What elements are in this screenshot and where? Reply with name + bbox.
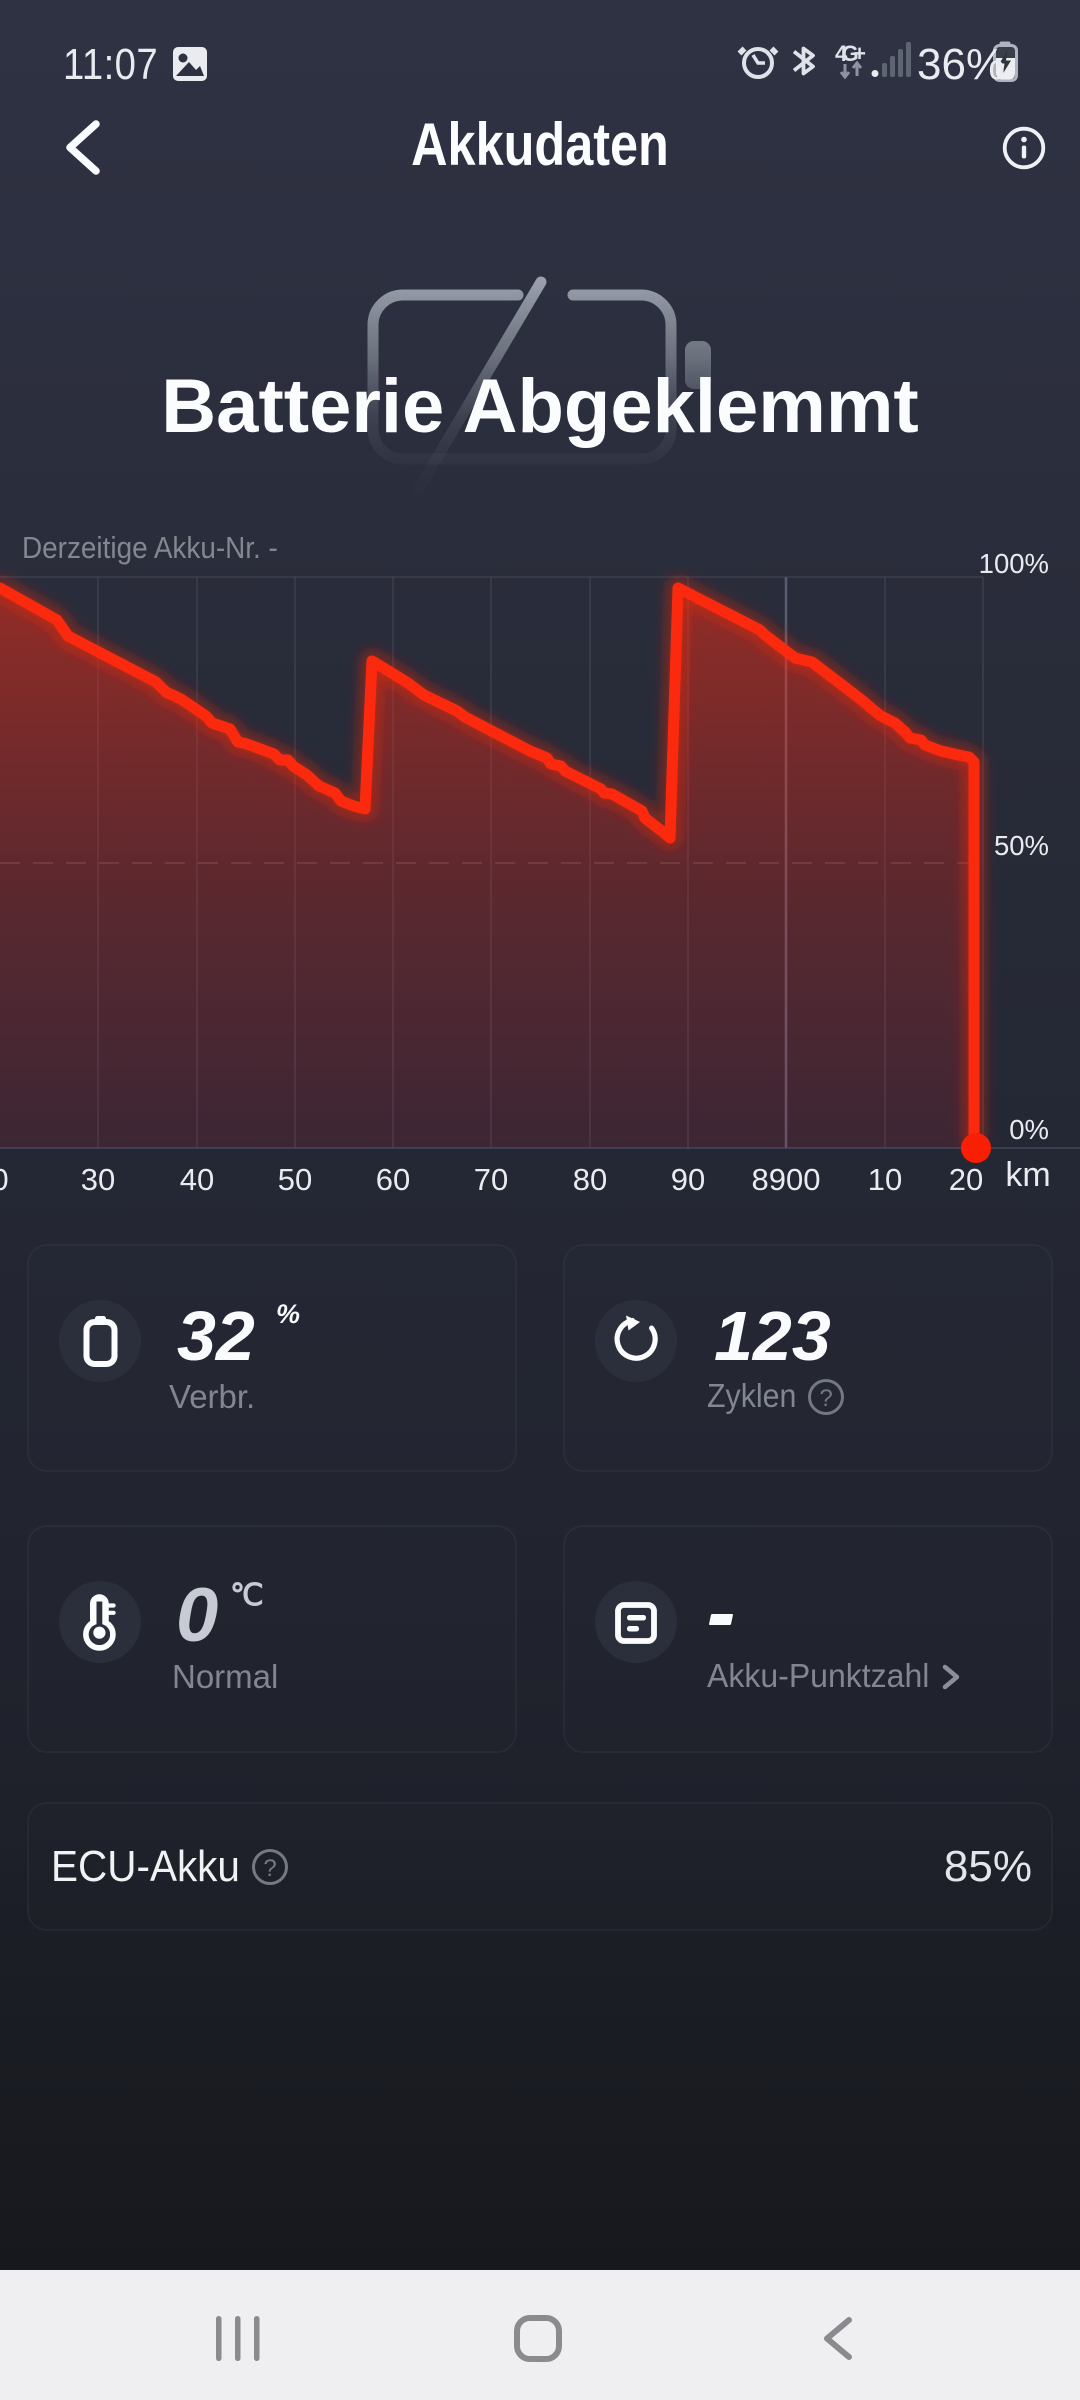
svg-text:?: ? — [263, 1855, 276, 1882]
svg-text:50: 50 — [278, 1162, 312, 1197]
svg-text:0%: 0% — [1009, 1114, 1049, 1145]
svg-text:4G+: 4G+ — [835, 41, 866, 66]
svg-text:8900: 8900 — [752, 1162, 821, 1197]
svg-text:100%: 100% — [979, 548, 1049, 579]
svg-text:0: 0 — [0, 1162, 9, 1197]
svg-text:90: 90 — [671, 1162, 705, 1197]
svg-text:60: 60 — [376, 1162, 410, 1197]
svg-text:10: 10 — [868, 1162, 902, 1197]
svg-text:40: 40 — [180, 1162, 214, 1197]
svg-text:80: 80 — [573, 1162, 607, 1197]
svg-text:70: 70 — [474, 1162, 508, 1197]
svg-text:?: ? — [819, 1385, 832, 1412]
svg-text:20: 20 — [949, 1162, 983, 1197]
svg-text:km: km — [1005, 1156, 1050, 1194]
svg-text:30: 30 — [81, 1162, 115, 1197]
svg-text:50%: 50% — [994, 830, 1049, 861]
